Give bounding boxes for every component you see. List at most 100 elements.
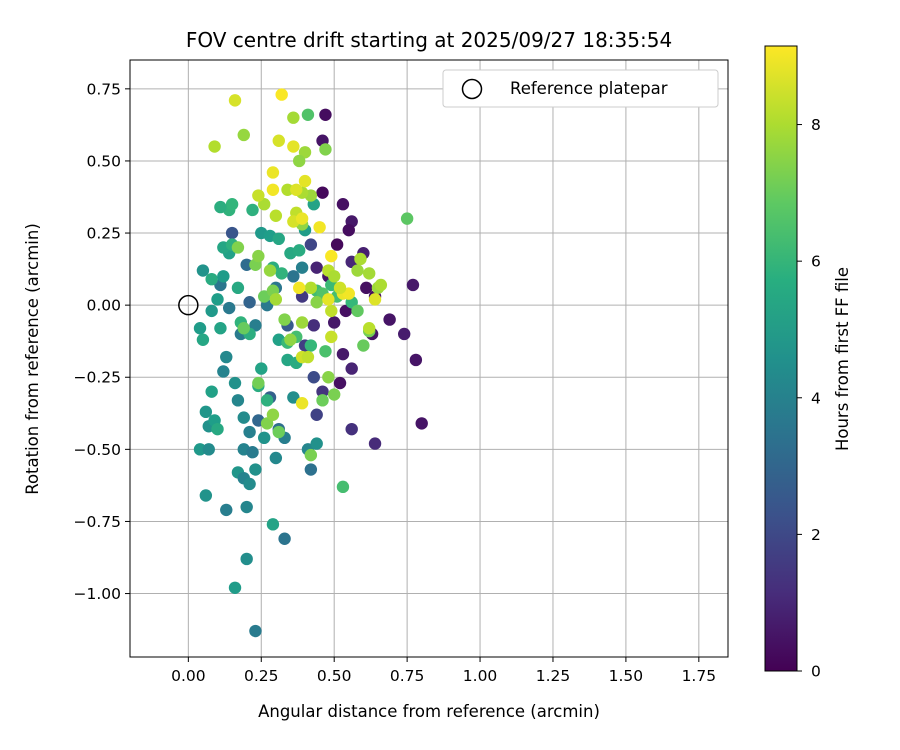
legend-marker (461, 78, 483, 100)
data-point (351, 304, 364, 318)
data-point (316, 385, 329, 398)
data-point (295, 316, 309, 329)
colorbar-label: Hours from first FF file (833, 267, 852, 451)
data-point (272, 232, 285, 246)
data-point (252, 249, 265, 263)
data-point (342, 223, 355, 237)
x-tick-label: 0.50 (317, 667, 352, 685)
data-point (316, 394, 329, 407)
data-point (211, 422, 224, 436)
data-point (319, 143, 332, 156)
data-point (243, 477, 256, 491)
data-point (298, 174, 312, 188)
legend-box (442, 69, 719, 108)
data-point (327, 388, 341, 401)
data-point (249, 463, 262, 476)
data-point (374, 278, 388, 292)
data-point (345, 362, 358, 375)
data-point (287, 270, 300, 283)
data-point (313, 221, 326, 234)
data-point (269, 451, 283, 465)
data-point (237, 322, 250, 335)
data-point (360, 281, 373, 295)
data-point (319, 108, 332, 121)
data-point (246, 446, 259, 459)
data-point (333, 281, 347, 295)
data-point (307, 371, 320, 384)
y-tick-label: −0.25 (74, 369, 122, 387)
data-point (357, 339, 370, 352)
colorbar-tick-label: 6 (811, 253, 821, 271)
data-point (292, 281, 306, 295)
data-point (205, 385, 218, 398)
data-point (257, 431, 271, 445)
data-point (292, 154, 306, 168)
data-point (249, 624, 262, 638)
data-point (196, 264, 210, 277)
data-point (284, 333, 297, 346)
data-point (193, 322, 207, 335)
data-point (260, 394, 274, 407)
data-point (231, 241, 245, 254)
data-point (243, 425, 256, 439)
data-point (292, 244, 306, 257)
data-point (363, 267, 376, 280)
data-point (257, 290, 271, 303)
data-point (240, 258, 253, 271)
data-point (240, 500, 253, 514)
x-tick-label: 0.75 (390, 667, 425, 685)
reference-point-marker (178, 294, 199, 316)
data-point (275, 267, 288, 280)
x-tick-label: 1.50 (609, 667, 644, 685)
data-point (354, 252, 367, 266)
data-point (310, 296, 323, 309)
y-tick-label: 0.25 (86, 225, 121, 243)
data-point (310, 408, 323, 421)
data-point (383, 313, 396, 326)
data-point (263, 264, 277, 277)
y-axis-label: Rotation from reference (arcmin) (23, 223, 42, 495)
x-axis-ticks: 0.00 0.25 0.50 0.75 1.00 1.25 1.50 1.75 (171, 657, 716, 685)
data-point (266, 183, 280, 196)
colorbar-gradient (764, 45, 798, 672)
data-point (211, 293, 224, 306)
data-point (307, 319, 320, 332)
x-axis-label: Angular distance from reference (arcmin) (258, 702, 600, 721)
data-point (281, 183, 294, 196)
data-point (214, 322, 227, 335)
data-point (269, 293, 283, 306)
data-point (295, 261, 309, 274)
data-point (278, 532, 291, 545)
data-point (368, 437, 382, 450)
data-point (304, 463, 318, 476)
data-point (327, 316, 341, 329)
data-point (330, 238, 344, 251)
data-point (415, 417, 428, 430)
data-point (228, 376, 242, 390)
data-point (301, 108, 315, 121)
data-point (290, 183, 303, 196)
data-point (304, 281, 318, 295)
data-point (266, 166, 280, 179)
data-point (342, 287, 355, 300)
data-point (327, 270, 341, 283)
data-point (208, 140, 221, 153)
data-point (199, 489, 213, 502)
data-point (310, 261, 323, 274)
data-point (325, 330, 338, 344)
y-tick-label: 0.75 (86, 80, 121, 98)
data-point (199, 405, 213, 419)
data-point (225, 198, 239, 211)
data-point (322, 293, 335, 306)
chart-title: FOV centre drift starting at 2025/09/27 … (186, 28, 672, 52)
data-point (295, 212, 309, 225)
data-point (322, 371, 335, 384)
data-point (269, 209, 283, 222)
data-point (214, 200, 227, 214)
colorbar-tick-label: 2 (811, 526, 821, 544)
data-point (304, 448, 318, 462)
data-point (406, 278, 420, 292)
legend: Reference platepar (442, 69, 719, 108)
data-point (345, 422, 358, 436)
